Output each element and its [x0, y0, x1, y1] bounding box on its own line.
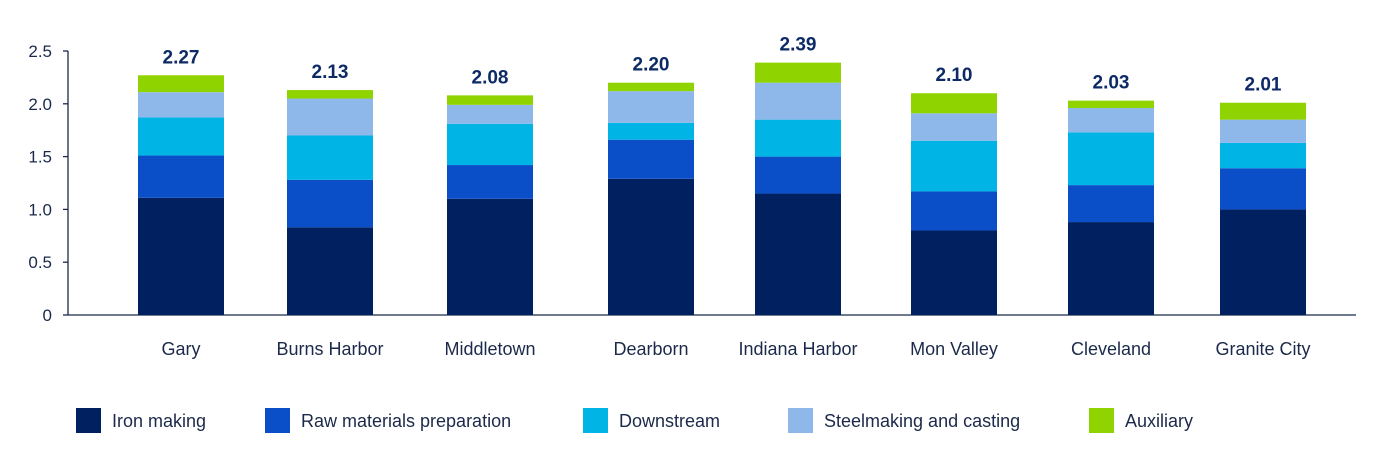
bar-total-label: 2.20 — [633, 55, 670, 76]
category-label: Burns Harbor — [276, 339, 383, 359]
bar-total-label: 2.27 — [163, 47, 200, 68]
legend: Iron making Raw materials preparation Down… — [76, 408, 1193, 433]
bar-segment — [755, 62, 841, 83]
bar-total-label: 2.13 — [312, 62, 349, 83]
bar-segment — [447, 104, 533, 124]
bar-total-label: 2.03 — [1093, 73, 1130, 94]
bar-segment — [911, 191, 997, 231]
bar-segment — [1220, 119, 1306, 143]
category-labels: Gary Burns Harbor Middletown Dearborn Indian… — [161, 339, 1310, 359]
y-tick-label: 1.0 — [28, 200, 52, 219]
legend-label: Downstream — [619, 411, 720, 431]
legend-item: Raw materials preparation — [265, 408, 511, 433]
bar-total-label: 2.01 — [1245, 75, 1282, 96]
bar-segment — [447, 165, 533, 199]
bar-segment — [447, 95, 533, 105]
bar-segment — [911, 113, 997, 141]
bar-segment — [1068, 222, 1154, 315]
bar-segment — [608, 82, 694, 92]
bar-segment — [287, 179, 373, 228]
total-labels: 2.27 2.13 2.08 2.20 2.39 2.10 2.03 2.01 — [163, 35, 1282, 96]
bar-segment — [138, 117, 224, 156]
bar-segment — [608, 178, 694, 315]
legend-item: Iron making — [76, 408, 206, 433]
bar-total-label: 2.08 — [472, 67, 509, 88]
legend-item: Steelmaking and casting — [788, 408, 1020, 433]
category-label: Gary — [161, 339, 200, 359]
bar-segment — [1068, 132, 1154, 186]
bar-segment — [1220, 142, 1306, 169]
y-tick-label: 2.5 — [28, 42, 52, 61]
bar-segment — [608, 91, 694, 123]
bar-segment — [608, 139, 694, 179]
legend-swatch — [1089, 408, 1114, 433]
bar-segment — [138, 75, 224, 93]
bar-total-label: 2.10 — [936, 65, 973, 86]
bar-segment — [608, 122, 694, 140]
legend-swatch — [265, 408, 290, 433]
legend-label: Steelmaking and casting — [824, 411, 1020, 431]
category-label: Indiana Harbor — [738, 339, 857, 359]
bar-segment — [138, 92, 224, 118]
bar-segment — [1068, 100, 1154, 109]
bar-segment — [911, 93, 997, 114]
bar-segment — [755, 119, 841, 157]
legend-label: Iron making — [112, 411, 206, 431]
bar-segment — [1068, 185, 1154, 223]
y-tick-label: 0 — [43, 306, 52, 325]
bar-segment — [911, 230, 997, 315]
category-label: Granite City — [1215, 339, 1310, 359]
bar-total-label: 2.39 — [780, 35, 817, 56]
legend-item: Auxiliary — [1089, 408, 1193, 433]
bar-segment — [287, 98, 373, 136]
category-label: Mon Valley — [910, 339, 998, 359]
bar-segment — [755, 156, 841, 194]
category-label: Middletown — [444, 339, 535, 359]
bar-segment — [911, 140, 997, 192]
legend-label: Raw materials preparation — [301, 411, 511, 431]
bar-segment — [287, 90, 373, 99]
bar-segment — [755, 82, 841, 120]
bars — [138, 62, 1306, 315]
bar-segment — [138, 197, 224, 315]
legend-swatch — [788, 408, 813, 433]
legend-swatch — [583, 408, 608, 433]
bar-segment — [138, 155, 224, 198]
bar-segment — [755, 193, 841, 315]
category-label: Dearborn — [613, 339, 688, 359]
bar-segment — [1220, 209, 1306, 315]
y-tick-label: 0.5 — [28, 253, 52, 272]
bar-segment — [1068, 108, 1154, 133]
bar-segment — [447, 123, 533, 166]
bar-segment — [1220, 102, 1306, 120]
category-label: Cleveland — [1071, 339, 1151, 359]
bar-segment — [1220, 168, 1306, 210]
y-tick-label: 2.0 — [28, 95, 52, 114]
y-tick-label: 1.5 — [28, 148, 52, 167]
legend-label: Auxiliary — [1125, 411, 1193, 431]
legend-item: Downstream — [583, 408, 720, 433]
y-axis: 0 0.5 1.0 1.5 2.0 2.5 — [28, 42, 1356, 325]
bar-segment — [447, 198, 533, 315]
legend-swatch — [76, 408, 101, 433]
bar-segment — [287, 135, 373, 180]
bar-segment — [287, 227, 373, 315]
